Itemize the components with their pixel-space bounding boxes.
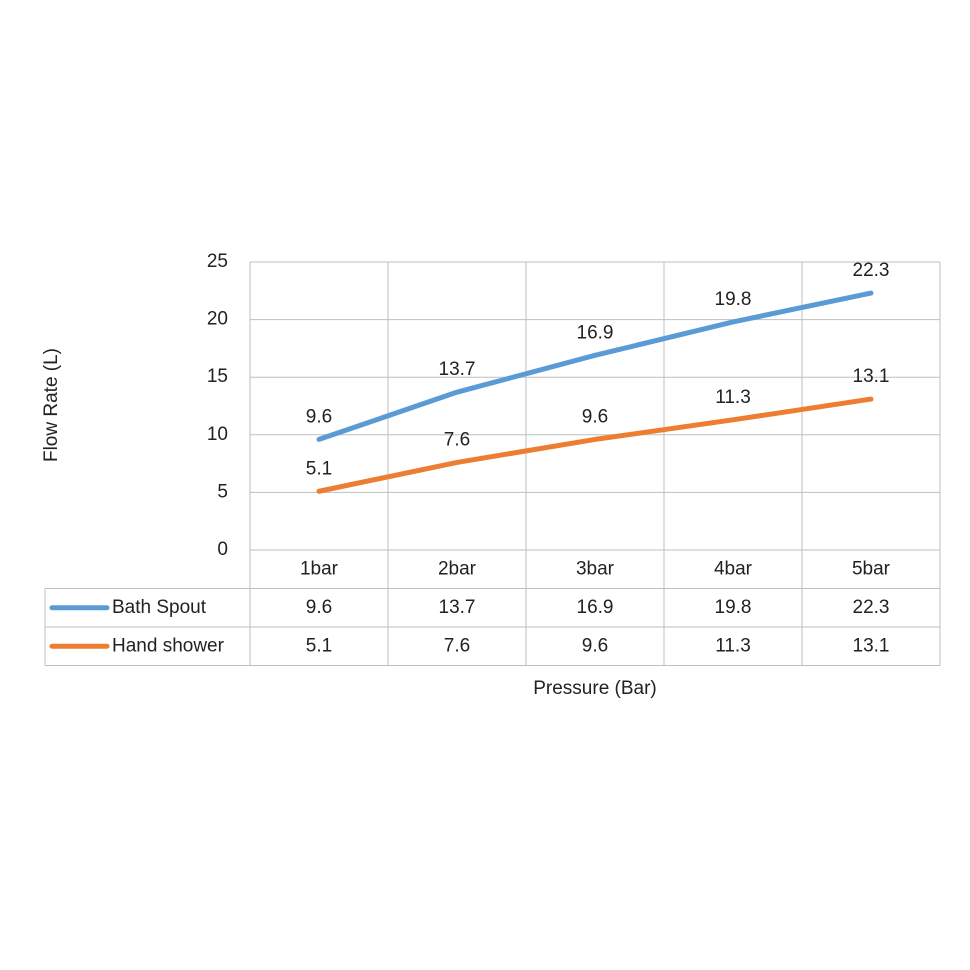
y-tick-label: 15 <box>207 366 228 387</box>
data-label: 9.6 <box>582 406 608 427</box>
table-cell: 7.6 <box>444 635 470 656</box>
table-cell: 13.7 <box>439 597 476 618</box>
table-cell: 11.3 <box>715 635 751 656</box>
data-label: 16.9 <box>577 322 614 343</box>
legend-label: Hand shower <box>112 635 225 656</box>
data-label: 7.6 <box>444 429 470 450</box>
table-cell: 22.3 <box>853 597 890 618</box>
legend-label: Bath Spout <box>112 597 207 618</box>
table-cell: 16.9 <box>577 597 614 618</box>
x-tick-label: 3bar <box>576 558 615 579</box>
x-tick-label: 5bar <box>852 558 891 579</box>
data-label: 11.3 <box>715 387 751 408</box>
y-tick-label: 10 <box>207 424 228 445</box>
x-axis-title: Pressure (Bar) <box>533 678 657 699</box>
x-tick-label: 4bar <box>714 558 753 579</box>
y-axis-title: Flow Rate (L) <box>41 348 62 462</box>
x-tick-label: 1bar <box>300 558 339 579</box>
data-label: 13.7 <box>439 359 476 380</box>
data-label: 13.1 <box>853 366 890 387</box>
data-label: 19.8 <box>715 289 752 310</box>
y-tick-label: 5 <box>217 481 228 502</box>
table-cell: 19.8 <box>715 597 752 618</box>
data-line <box>316 290 874 442</box>
data-label: 22.3 <box>853 260 890 281</box>
x-tick-label: 2bar <box>438 558 477 579</box>
y-tick-label: 25 <box>207 251 228 272</box>
table-cell: 13.1 <box>853 635 890 656</box>
data-label: 9.6 <box>306 406 332 427</box>
table-cell: 9.6 <box>582 635 608 656</box>
table-cell: 9.6 <box>306 597 332 618</box>
data-label: 5.1 <box>306 458 332 479</box>
y-tick-label: 0 <box>217 539 228 560</box>
table-cell: 5.1 <box>306 635 332 656</box>
y-tick-label: 20 <box>207 309 228 330</box>
data-line <box>316 396 874 494</box>
